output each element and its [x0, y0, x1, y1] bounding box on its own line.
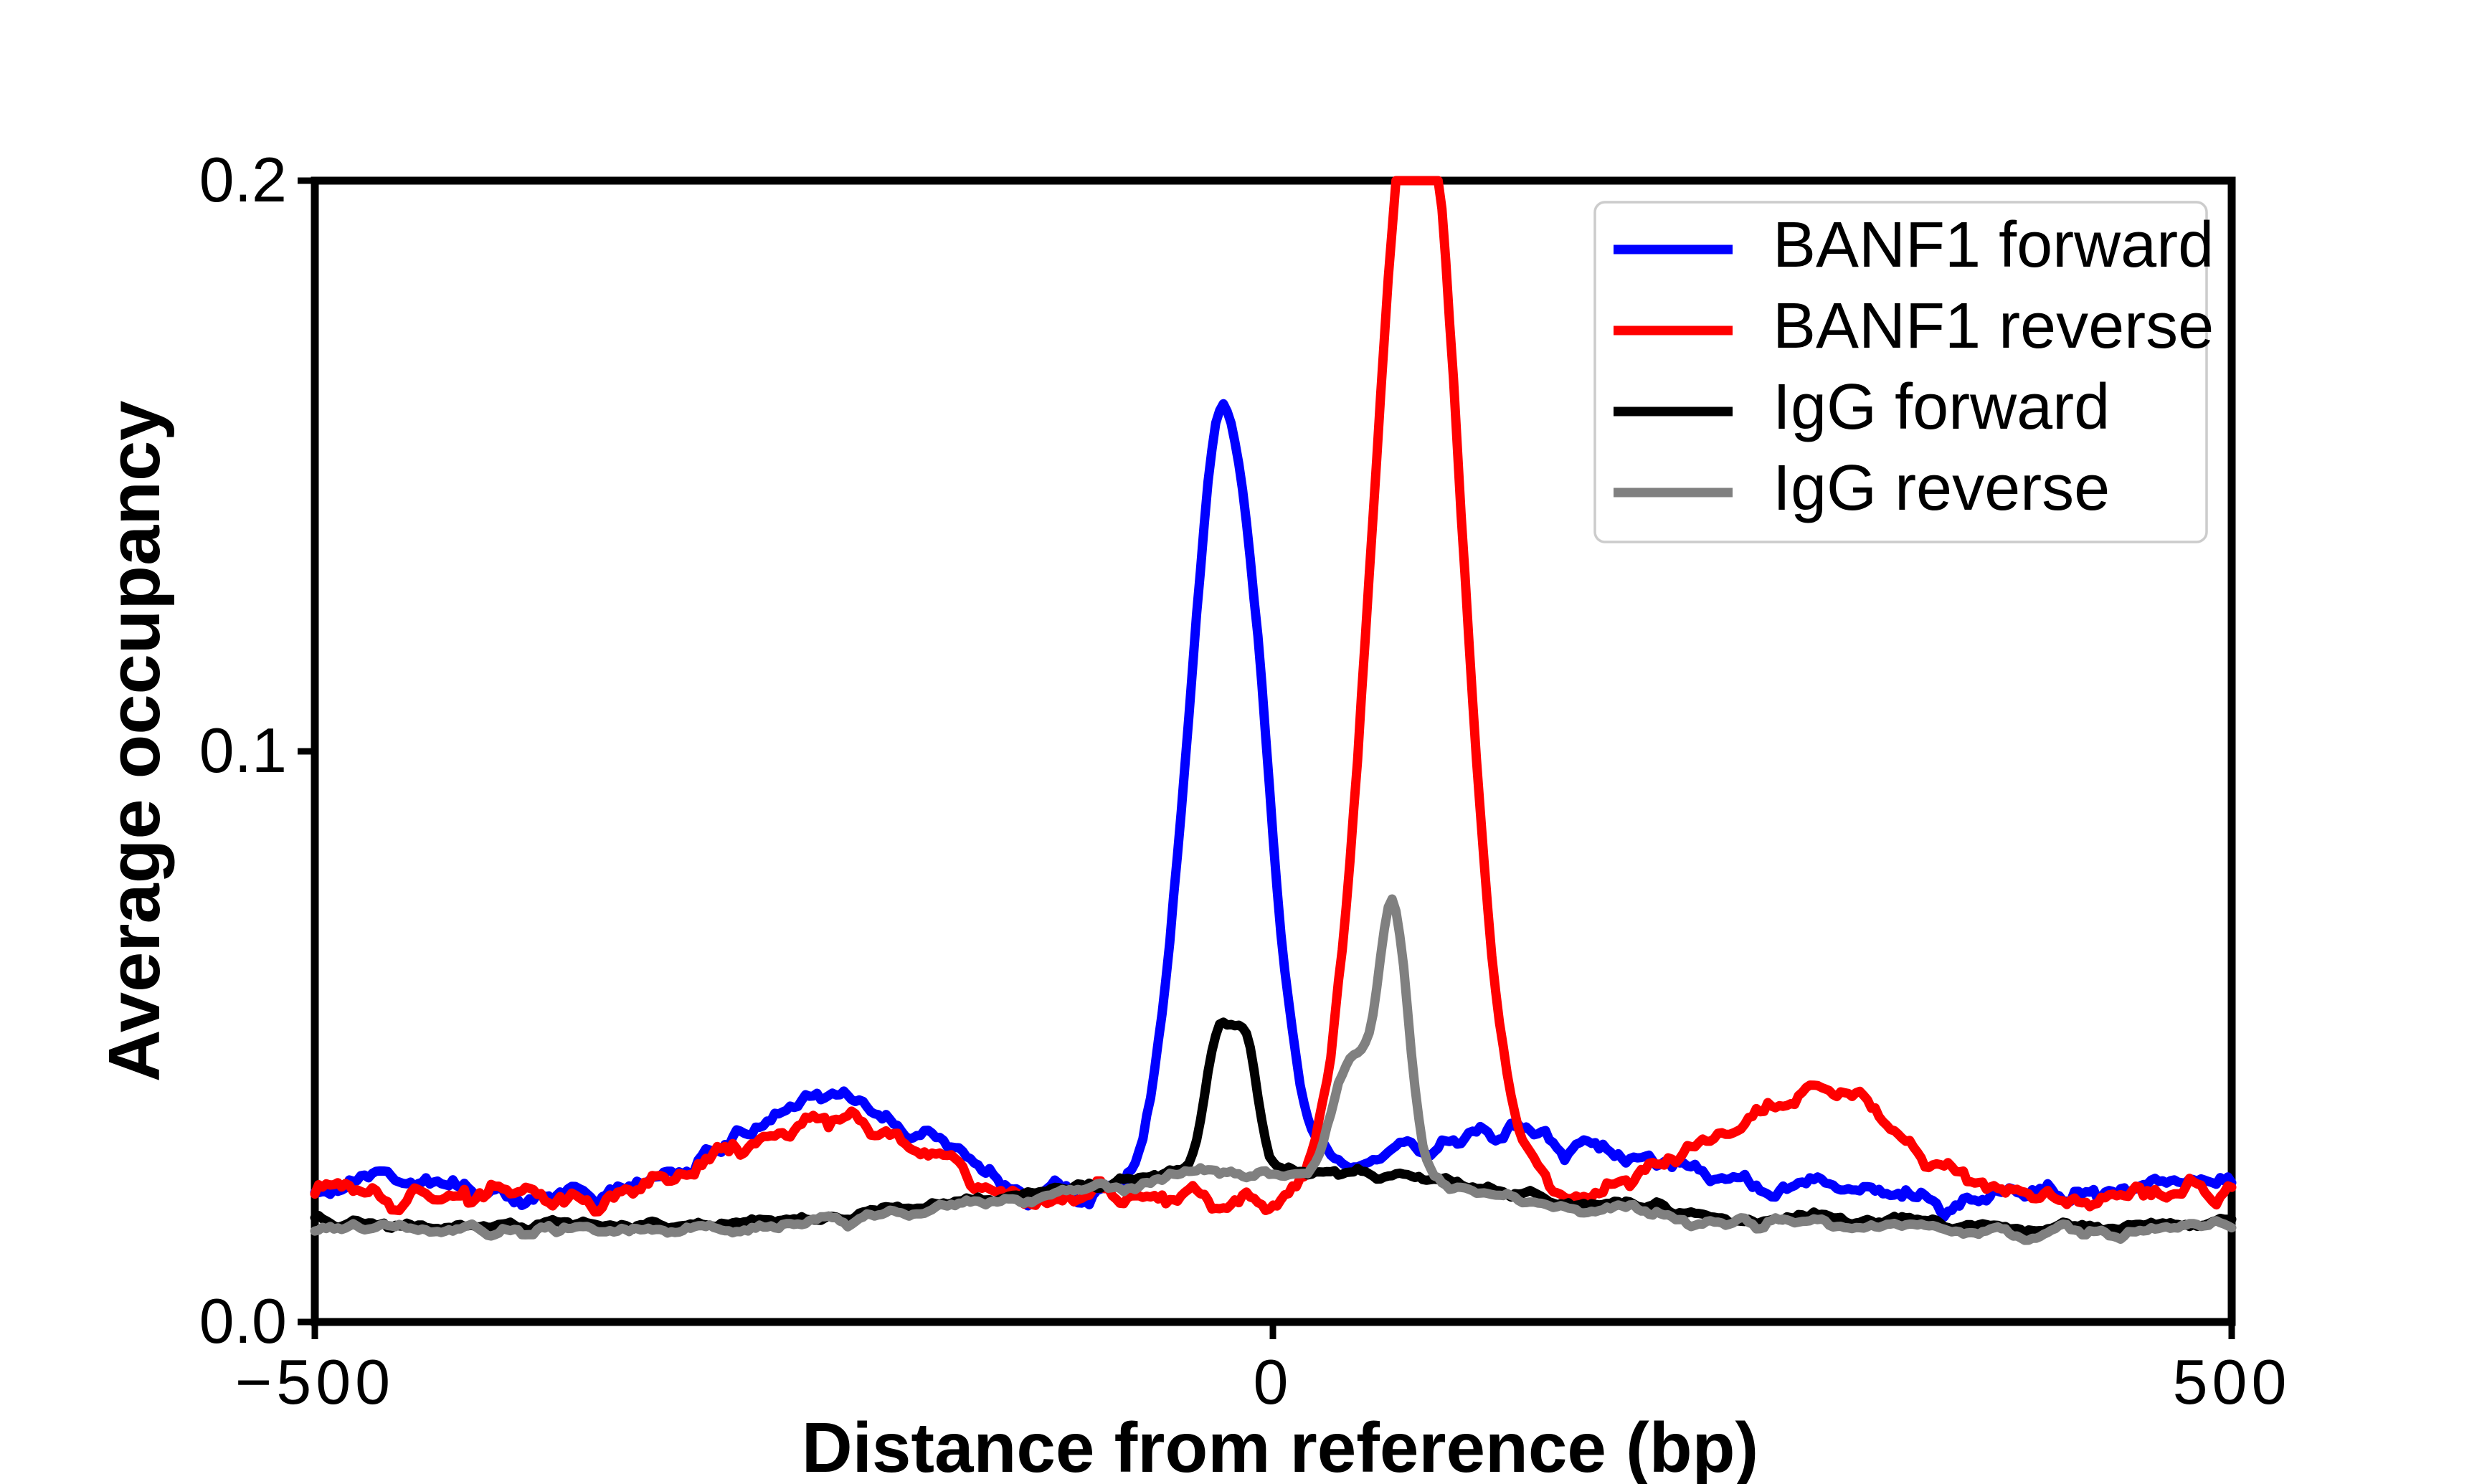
svg-text:0: 0: [1254, 1346, 1293, 1417]
svg-text:Average occupancy: Average occupancy: [95, 401, 175, 1083]
svg-text:BANF1 forward: BANF1 forward: [1773, 209, 2214, 281]
svg-text:BANF1 reverse: BANF1 reverse: [1773, 290, 2214, 362]
svg-text:0.2: 0.2: [199, 144, 287, 215]
svg-text:500: 500: [2173, 1346, 2291, 1417]
svg-text:0.1: 0.1: [199, 715, 287, 786]
svg-text:IgG reverse: IgG reverse: [1773, 452, 2110, 524]
svg-text:Distance from reference (bp): Distance from reference (bp): [802, 1408, 1758, 1484]
svg-text:IgG forward: IgG forward: [1773, 371, 2110, 443]
svg-text:−500: −500: [235, 1346, 394, 1417]
